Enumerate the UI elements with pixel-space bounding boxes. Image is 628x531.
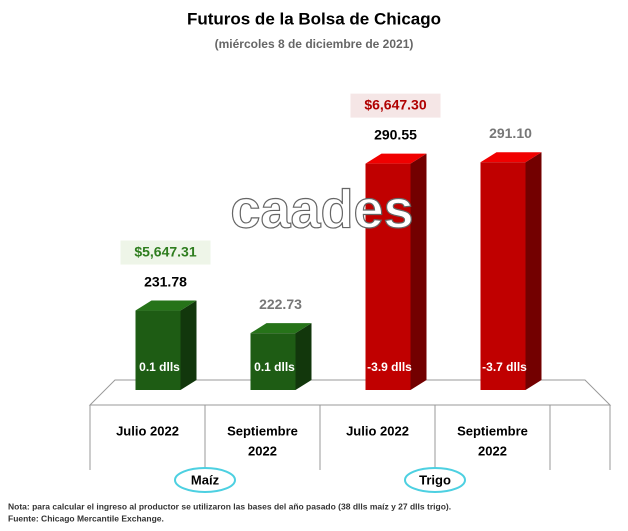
x-tick-label: Julio 2022 (116, 423, 179, 438)
x-tick-label: 2022 (248, 443, 277, 458)
value-label: 290.55 (374, 126, 417, 142)
bar (250, 333, 296, 390)
chart-subtitle: (miércoles 8 de diciembre de 2021) (215, 37, 414, 51)
bar (365, 163, 411, 390)
price-box (120, 240, 211, 265)
price-box (350, 93, 441, 118)
value-label: 222.73 (259, 296, 302, 312)
x-tick-label: 2022 (478, 443, 507, 458)
floor (88, 379, 612, 406)
group-label: Maíz (191, 472, 220, 487)
group-oval (174, 467, 236, 493)
bar-label: 0.1 dlls (139, 360, 180, 374)
bar-label: -3.7 dlls (482, 360, 527, 374)
bar-top (250, 323, 312, 334)
bar-side (295, 323, 312, 390)
bar-side (180, 300, 197, 390)
bar-label: 0.1 dlls (254, 360, 295, 374)
bar-top (365, 153, 427, 164)
group-oval (404, 467, 466, 493)
bar (480, 162, 526, 390)
x-tick-label: Julio 2022 (346, 423, 409, 438)
value-label: 291.10 (489, 125, 532, 141)
bar-side (525, 152, 542, 390)
bar-top (480, 152, 542, 163)
chart-title: Futuros de la Bolsa de Chicago (187, 9, 441, 28)
x-tick-label: Septiembre (227, 423, 298, 438)
value-label: 231.78 (144, 273, 187, 289)
note: Fuente: Chicago Mercantile Exchange. (8, 513, 164, 523)
x-tick-label: Septiembre (457, 423, 528, 438)
bar (135, 310, 181, 390)
bar-label: -3.9 dlls (367, 360, 412, 374)
bar-top (135, 300, 197, 311)
price-label: $5,647.31 (134, 243, 196, 259)
price-label: $6,647.30 (364, 96, 426, 112)
group-label: Trigo (419, 472, 451, 487)
note: Nota: para calcular el ingreso al produc… (8, 501, 451, 511)
bar-side (410, 153, 427, 390)
watermark: caades (230, 179, 413, 239)
